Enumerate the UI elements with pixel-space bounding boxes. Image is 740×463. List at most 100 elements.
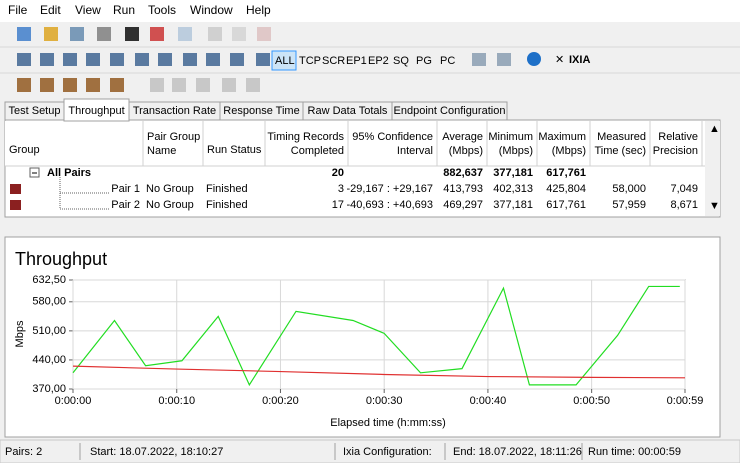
toolbar-icon[interactable] xyxy=(44,27,58,41)
menu-item[interactable]: Edit xyxy=(40,3,61,17)
menu-item[interactable]: View xyxy=(75,3,101,17)
toolbar-icon[interactable] xyxy=(183,53,197,66)
tab[interactable] xyxy=(391,101,508,121)
table-cell: 617,761 xyxy=(546,167,586,179)
toolbar-icon[interactable] xyxy=(222,78,236,92)
filter-button[interactable]: SCR xyxy=(322,55,345,67)
toolbar-icon[interactable] xyxy=(70,27,84,41)
column-header: Interval xyxy=(397,145,433,157)
table-cell: Pair 2 xyxy=(111,199,140,211)
filter-button[interactable]: TCP xyxy=(299,55,321,67)
toolbar-icon[interactable] xyxy=(125,27,139,41)
toolbar-icon[interactable] xyxy=(17,53,31,66)
menu-item[interactable]: Help xyxy=(246,3,271,17)
x-axis-title: Elapsed time (h:mm:ss) xyxy=(330,417,446,429)
toolbar-icon[interactable] xyxy=(86,53,100,66)
tab-label[interactable]: Test Setup xyxy=(9,105,61,117)
filter-button[interactable]: EP1 xyxy=(346,55,367,67)
toolbar-icon[interactable] xyxy=(178,27,192,41)
plot-area xyxy=(72,279,686,390)
toolbar-icon[interactable] xyxy=(135,53,149,66)
x-tick-label: 0:00:50 xyxy=(573,395,610,407)
column-header: Timing Records xyxy=(267,131,344,143)
column-header: Run Status xyxy=(207,144,262,156)
toolbar-icon[interactable] xyxy=(230,53,244,66)
filter-button[interactable]: EP2 xyxy=(368,55,389,67)
toolbar-icon[interactable] xyxy=(110,78,124,92)
column-header: Completed xyxy=(291,145,344,157)
toolbar-icon[interactable] xyxy=(196,78,210,92)
scrollbar[interactable] xyxy=(705,121,720,216)
column-header: Minimum xyxy=(488,131,533,143)
table-cell: 469,297 xyxy=(443,199,483,211)
tab-label[interactable]: Raw Data Totals xyxy=(308,105,388,117)
table-cell: 58,000 xyxy=(612,183,646,195)
status-bar xyxy=(0,439,740,463)
toolbar-icon[interactable] xyxy=(257,27,271,41)
column-header: Precision xyxy=(653,145,698,157)
table-cell: 377,181 xyxy=(493,199,533,211)
toolbar-icon[interactable] xyxy=(63,78,77,92)
toolbar-icon[interactable] xyxy=(497,53,511,66)
column-header: 95% Confidence xyxy=(352,131,433,143)
menu-item[interactable]: Window xyxy=(190,3,233,17)
column-header: Time (sec) xyxy=(594,145,646,157)
filter-button[interactable]: SQ xyxy=(393,55,409,67)
tab-label[interactable]: Endpoint Configuration xyxy=(394,105,506,117)
menu-bar xyxy=(0,0,740,22)
menu-item[interactable]: Tools xyxy=(148,3,176,17)
toolbar-icon[interactable] xyxy=(232,27,246,41)
column-header: Name xyxy=(147,145,176,157)
column-header: Average xyxy=(442,131,483,143)
table-cell: 7,049 xyxy=(670,183,698,195)
table-header xyxy=(5,121,705,166)
status-text: Pairs: 2 xyxy=(5,446,42,458)
x-tick-label: 0:00:20 xyxy=(262,395,299,407)
toolbar-icon[interactable] xyxy=(40,78,54,92)
table-cell: 57,959 xyxy=(612,199,646,211)
filter-button[interactable]: PC xyxy=(440,55,455,67)
toolbar-icon[interactable] xyxy=(158,53,172,66)
table-cell: Finished xyxy=(206,183,248,195)
series-line xyxy=(72,285,680,387)
status-text: Start: 18.07.2022, 18:10:27 xyxy=(90,446,223,458)
logo-mark: ✕ xyxy=(555,54,564,66)
y-tick-label: 580,00 xyxy=(32,296,66,308)
toolbar-icon[interactable] xyxy=(17,27,31,41)
toolbar-icons xyxy=(17,27,511,92)
toolbar-icon[interactable] xyxy=(97,27,111,41)
toolbar-icon[interactable] xyxy=(172,78,186,92)
table-cell: 425,804 xyxy=(546,183,586,195)
menu-item[interactable]: Run xyxy=(113,3,135,17)
status-text: Run time: 00:00:59 xyxy=(588,446,681,458)
table-cell: -40,693 : +40,693 xyxy=(346,199,433,211)
toolbar-icon[interactable] xyxy=(150,27,164,41)
toolbar-icon[interactable] xyxy=(206,53,220,66)
column-header: (Mbps) xyxy=(552,145,586,157)
tab-label[interactable]: Response Time xyxy=(223,105,299,117)
toolbar-icon[interactable] xyxy=(256,53,270,66)
toolbar-icon[interactable] xyxy=(246,78,260,92)
scroll-up[interactable]: ▲ xyxy=(709,123,720,135)
toolbar-icon[interactable] xyxy=(40,53,54,66)
toolbar-icon[interactable] xyxy=(17,78,31,92)
filter-button[interactable]: PG xyxy=(416,55,432,67)
chart-title: Throughput xyxy=(15,249,107,269)
toolbar-icon[interactable] xyxy=(208,27,222,41)
y-tick-label: 440,00 xyxy=(32,354,66,366)
tab-label[interactable]: Transaction Rate xyxy=(133,105,216,117)
table-cell: 3 xyxy=(338,183,344,195)
pair-icon xyxy=(10,184,21,194)
y-axis-title: Mbps xyxy=(14,320,26,347)
scroll-down[interactable]: ▼ xyxy=(709,200,720,212)
table-cell: 402,313 xyxy=(493,183,533,195)
toolbar-icon[interactable] xyxy=(472,53,486,66)
filter-button[interactable]: ALL xyxy=(275,55,295,67)
tab-label[interactable]: Throughput xyxy=(68,105,124,117)
toolbar-icon[interactable] xyxy=(110,53,124,66)
toolbar-icon[interactable] xyxy=(150,78,164,92)
toolbar-icon[interactable] xyxy=(63,53,77,66)
menu-item[interactable]: File xyxy=(8,3,28,17)
toolbar-icon[interactable] xyxy=(86,78,100,92)
